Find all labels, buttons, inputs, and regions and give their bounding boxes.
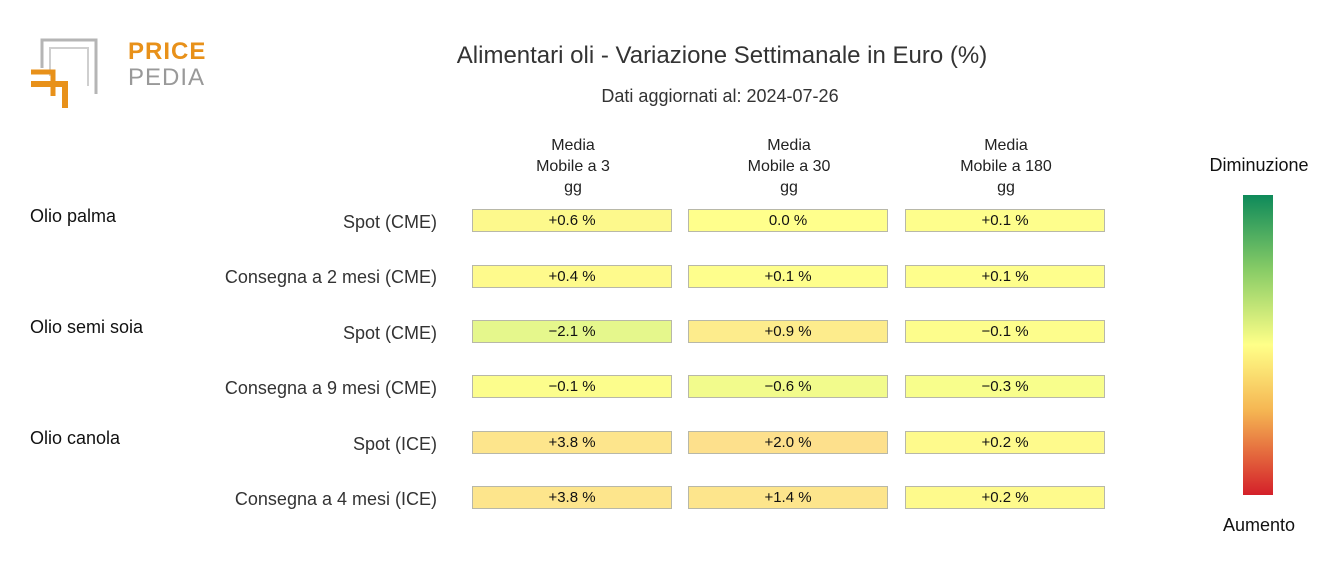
row-label: Consegna a 2 mesi (CME) [224, 267, 437, 287]
heatmap-cell: +1.4 % [688, 486, 888, 509]
color-scale-bottom-label: Aumento [1222, 515, 1296, 535]
heatmap-cell: +2.0 % [688, 431, 888, 454]
heatmap-cell: −0.1 % [905, 320, 1105, 343]
column-header-line: Media [767, 137, 811, 154]
column-header-line: Media [984, 137, 1028, 154]
heatmap-cell: −0.6 % [688, 375, 888, 398]
heatmap-cell: +0.2 % [905, 486, 1105, 509]
heatmap-cell: +0.1 % [905, 209, 1105, 232]
color-scale-top-label: Diminuzione [1209, 155, 1309, 175]
heatmap-cell: +0.1 % [688, 265, 888, 288]
row-label: Spot (ICE) [352, 434, 437, 454]
column-header-line: Mobile a 180 [960, 158, 1052, 175]
column-header-line: gg [564, 179, 582, 196]
group-label-olio-canola: Olio canola [30, 428, 121, 448]
row-label: Consegna a 4 mesi (ICE) [234, 489, 437, 509]
row-label: Spot (CME) [342, 323, 437, 343]
heatmap-cell: −0.3 % [905, 375, 1105, 398]
column-header-line: gg [997, 179, 1015, 196]
row-label: Consegna a 9 mesi (CME) [224, 378, 437, 398]
column-header-line: gg [780, 179, 798, 196]
logo-text-pedia: PEDIA [128, 64, 206, 91]
heatmap-cell: 0.0 % [688, 209, 888, 232]
chart-title: Alimentari oli - Variazione Settimanale … [456, 42, 988, 69]
heatmap-cell: +0.4 % [472, 265, 672, 288]
column-header-180gg: Media Mobile a 180 gg [905, 135, 1107, 198]
column-header-3gg: Media Mobile a 3 gg [472, 135, 674, 198]
heatmap-cell: −0.1 % [472, 375, 672, 398]
heatmap-cell: +3.8 % [472, 431, 672, 454]
column-header-line: Mobile a 30 [747, 158, 831, 175]
logo-text-price: PRICE [128, 38, 207, 65]
pricepedia-logo-mark [31, 38, 98, 108]
heatmap-cell: −2.1 % [472, 320, 672, 343]
group-label-olio-semi-soia: Olio semi soia [30, 317, 144, 337]
column-header-30gg: Media Mobile a 30 gg [688, 135, 890, 198]
column-header-line: Mobile a 3 [536, 158, 610, 175]
column-header-line: Media [551, 137, 595, 154]
heatmap-cell: +3.8 % [472, 486, 672, 509]
color-scale-bar [1243, 195, 1273, 495]
pricepedia-logo: PRICE PEDIA [28, 36, 205, 112]
heatmap-cell: +0.9 % [688, 320, 888, 343]
group-label-olio-palma: Olio palma [30, 206, 117, 226]
heatmap-cell: +0.1 % [905, 265, 1105, 288]
heatmap-cell: +0.6 % [472, 209, 672, 232]
chart-subtitle: Dati aggiornati al: 2024-07-26 [601, 86, 839, 106]
heatmap-cell: +0.2 % [905, 431, 1105, 454]
row-label: Spot (CME) [342, 212, 437, 232]
